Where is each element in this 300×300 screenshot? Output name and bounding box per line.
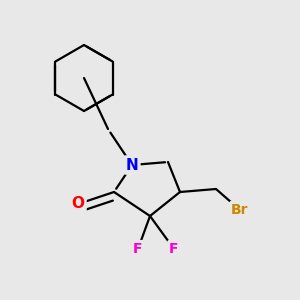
Text: F: F <box>133 242 143 256</box>
Text: O: O <box>71 196 85 211</box>
Text: N: N <box>126 158 138 172</box>
Text: F: F <box>169 242 179 256</box>
Text: Br: Br <box>231 203 249 217</box>
